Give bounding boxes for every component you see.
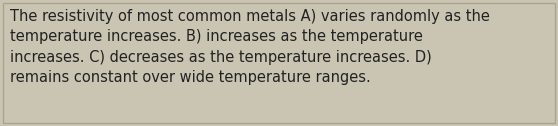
Text: The resistivity of most common metals A) varies randomly as the
temperature incr: The resistivity of most common metals A)… bbox=[10, 9, 490, 85]
FancyBboxPatch shape bbox=[3, 3, 555, 123]
